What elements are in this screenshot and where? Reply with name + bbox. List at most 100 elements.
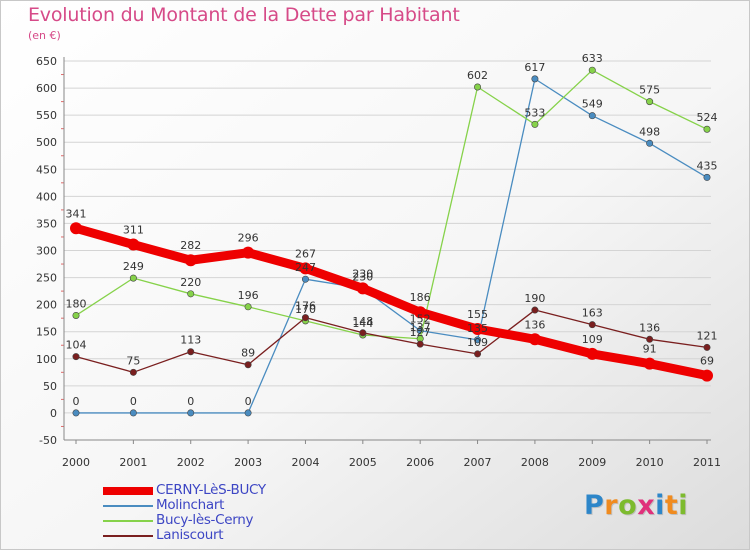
data-point [301, 275, 309, 283]
y-tick-label: 250 [36, 272, 57, 285]
data-point [701, 369, 713, 382]
data-point [703, 343, 711, 351]
x-tick-label: 2006 [406, 456, 434, 469]
data-point [356, 282, 369, 295]
data-label: 109 [467, 336, 488, 349]
data-label: 104 [66, 339, 87, 352]
data-point [242, 246, 255, 259]
data-label: 311 [123, 224, 144, 237]
legend-swatch [103, 505, 153, 507]
series-line-3 [75, 309, 708, 373]
y-tick-label: 50 [43, 380, 57, 393]
data-label: 148 [352, 315, 373, 328]
y-tick-label: 650 [36, 55, 57, 68]
data-label: 602 [467, 69, 488, 82]
data-label: 341 [66, 207, 87, 220]
data-label: 230 [352, 267, 373, 280]
data-point [531, 306, 539, 314]
data-point [299, 262, 312, 275]
data-point [187, 290, 195, 298]
series-line-1 [75, 78, 708, 414]
data-label: 249 [123, 260, 144, 273]
logo-letter: x [637, 490, 656, 521]
data-point [588, 66, 596, 74]
y-tick-label: 200 [36, 299, 57, 312]
data-label: 109 [582, 333, 603, 346]
data-label: 180 [66, 297, 87, 310]
data-label: 524 [697, 111, 718, 124]
logo-letter: t [664, 490, 679, 521]
x-tick-label: 2003 [234, 456, 262, 469]
data-point [646, 98, 654, 106]
data-label: 0 [130, 395, 137, 408]
data-label: 267 [295, 247, 316, 260]
data-point [244, 303, 252, 311]
y-tick-label: 600 [36, 82, 57, 95]
data-point [129, 409, 137, 417]
data-point [588, 321, 596, 329]
data-point [586, 347, 599, 360]
x-tick-label: 2009 [578, 456, 606, 469]
data-point [301, 314, 309, 322]
data-label: 617 [524, 61, 545, 74]
y-tick-label: 450 [36, 163, 57, 176]
data-point [359, 329, 367, 337]
y-tick-label: 400 [36, 190, 57, 203]
y-tick-label: 550 [36, 109, 57, 122]
data-label: 163 [582, 307, 603, 320]
data-label: 196 [238, 289, 259, 302]
data-point [184, 254, 197, 267]
data-point [531, 120, 539, 128]
data-label: 91 [643, 343, 657, 356]
data-label: 435 [697, 159, 718, 172]
legend-label: Molinchart [156, 497, 225, 513]
data-label: 137 [410, 321, 431, 334]
logo-letter: o [618, 490, 638, 521]
logo-letter: i [678, 490, 689, 521]
data-point [703, 125, 711, 133]
y-tick-label: 0 [50, 407, 57, 420]
data-point [703, 173, 711, 181]
data-label: 152 [410, 313, 431, 326]
data-point [474, 83, 482, 91]
data-point [129, 274, 137, 282]
data-point [588, 112, 596, 120]
data-label: 533 [524, 106, 545, 119]
data-label: 121 [697, 329, 718, 342]
data-point [414, 306, 427, 319]
x-tick-label: 2007 [464, 456, 492, 469]
data-point [474, 336, 482, 344]
data-label: 230 [352, 270, 373, 283]
x-tick-label: 2005 [349, 456, 377, 469]
x-tick-label: 2000 [62, 456, 90, 469]
data-label: 135 [467, 322, 488, 335]
series-line-2 [75, 69, 708, 340]
data-label: 633 [582, 52, 603, 65]
data-point [72, 409, 80, 417]
data-point [244, 361, 252, 369]
data-label: 170 [295, 303, 316, 316]
chart-title: Evolution du Montant de la Dette par Hab… [28, 4, 460, 26]
x-tick-label: 2008 [521, 456, 549, 469]
data-label: 549 [582, 98, 603, 111]
data-point [244, 409, 252, 417]
x-tick-label: 2001 [119, 456, 147, 469]
data-point [70, 222, 82, 235]
data-label: 0 [245, 395, 252, 408]
y-tick-label: 350 [36, 217, 57, 230]
y-tick-label: 500 [36, 136, 57, 149]
data-label: 155 [467, 308, 488, 321]
data-point [646, 335, 654, 343]
data-label: 113 [180, 334, 201, 347]
data-label: 575 [639, 84, 660, 97]
data-label: 296 [238, 232, 259, 245]
data-point [646, 139, 654, 147]
y-tick-label: 300 [36, 245, 57, 258]
data-point [531, 75, 539, 83]
data-label: 136 [524, 318, 545, 331]
legend-swatch [103, 520, 153, 522]
series-line-0 [71, 223, 712, 381]
data-label: 136 [639, 321, 660, 334]
